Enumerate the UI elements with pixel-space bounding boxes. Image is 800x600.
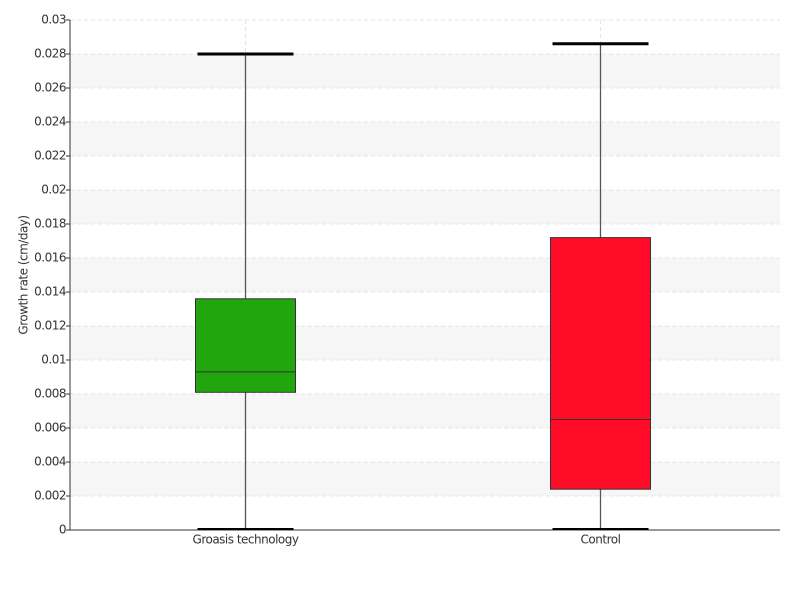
grid-band [70, 394, 780, 428]
y-tick-label: 0.028 [34, 47, 66, 61]
y-tick-label: 0.016 [34, 251, 66, 265]
y-tick-label: 0.002 [34, 489, 66, 503]
plot: 0 0.002 0.004 0.006 0.008 0.01 0.012 0.014 0.016… [34, 13, 780, 547]
y-tick-label: 0.01 [41, 353, 66, 367]
x-tick-label: Groasis technology [193, 533, 299, 547]
y-tick-label: 0.03 [41, 13, 66, 27]
y-tick-label: 0.026 [34, 81, 66, 95]
y-tick-label: 0 [59, 523, 66, 537]
y-tick-label: 0.022 [34, 149, 66, 163]
y-tick-label: 0.008 [34, 387, 66, 401]
y-axis-label: Growth rate (cm/day) [17, 215, 31, 334]
y-tick-label: 0.004 [34, 455, 66, 469]
grid-band [70, 122, 780, 156]
y-tick-label: 0.018 [34, 217, 66, 231]
y-tick-label: 0.012 [34, 319, 66, 333]
x-tick-label: Control [581, 533, 621, 547]
box [550, 237, 651, 490]
grid-band [70, 54, 780, 88]
y-tick-label: 0.014 [34, 285, 66, 299]
grid-band [70, 258, 780, 292]
grid-band [70, 190, 780, 224]
grid-band [70, 326, 780, 360]
y-tick-label: 0.006 [34, 421, 66, 435]
grid-band [70, 462, 780, 496]
y-tick-label: 0.02 [41, 183, 66, 197]
y-tick-label: 0.024 [34, 115, 66, 129]
box [195, 298, 296, 393]
